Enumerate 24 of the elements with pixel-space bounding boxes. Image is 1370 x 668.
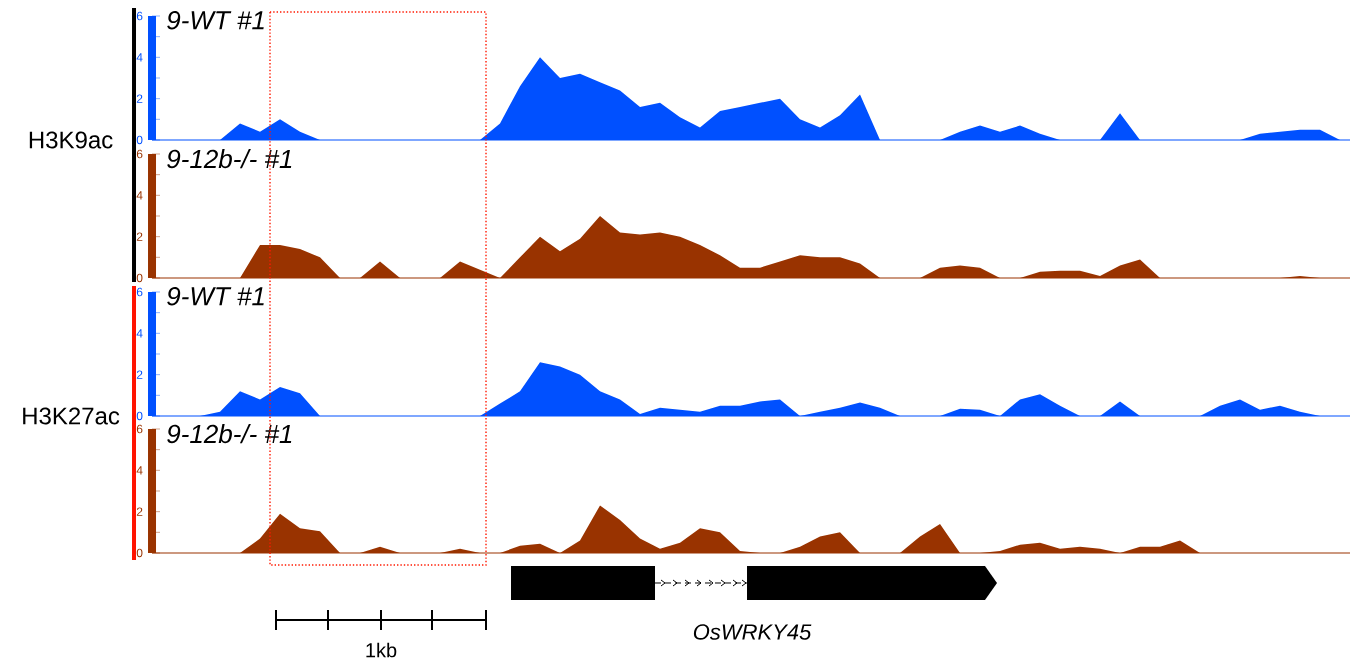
chart-title: 9-WT #1 [167,11,264,30]
y-tick-label: 6 [136,11,143,21]
y-axis-title: H3K9ac [29,131,113,149]
y-tick-label: 0 [136,273,143,283]
y-tick-label: 4 [136,191,143,200]
text: 1kb [366,642,397,658]
chart-title: 9-WT #1 [167,287,264,306]
y-tick-label: 0 [136,548,143,558]
chart-title: 9-12b-/- #1 [167,149,292,169]
y-tick-label: 6 [136,424,143,434]
y-axis-title: H3K27ac [23,407,120,425]
y-tick-label: 6 [136,149,143,159]
y-tick-label: 2 [136,94,143,103]
y-tick-label: 6 [136,287,143,297]
y-tick-label: 2 [136,370,143,379]
y-tick-label: 4 [136,466,143,475]
y-tick-label: 0 [136,135,143,145]
chart-title: 9-12b-/- #1 [167,424,292,444]
y-tick-label: 4 [136,53,143,62]
y-tick-label: 4 [136,329,143,338]
text: OsWRKY45 [693,624,812,640]
y-tick-label: 2 [136,232,143,241]
y-tick-label: 0 [136,411,143,421]
y-tick-label: 2 [136,507,143,516]
